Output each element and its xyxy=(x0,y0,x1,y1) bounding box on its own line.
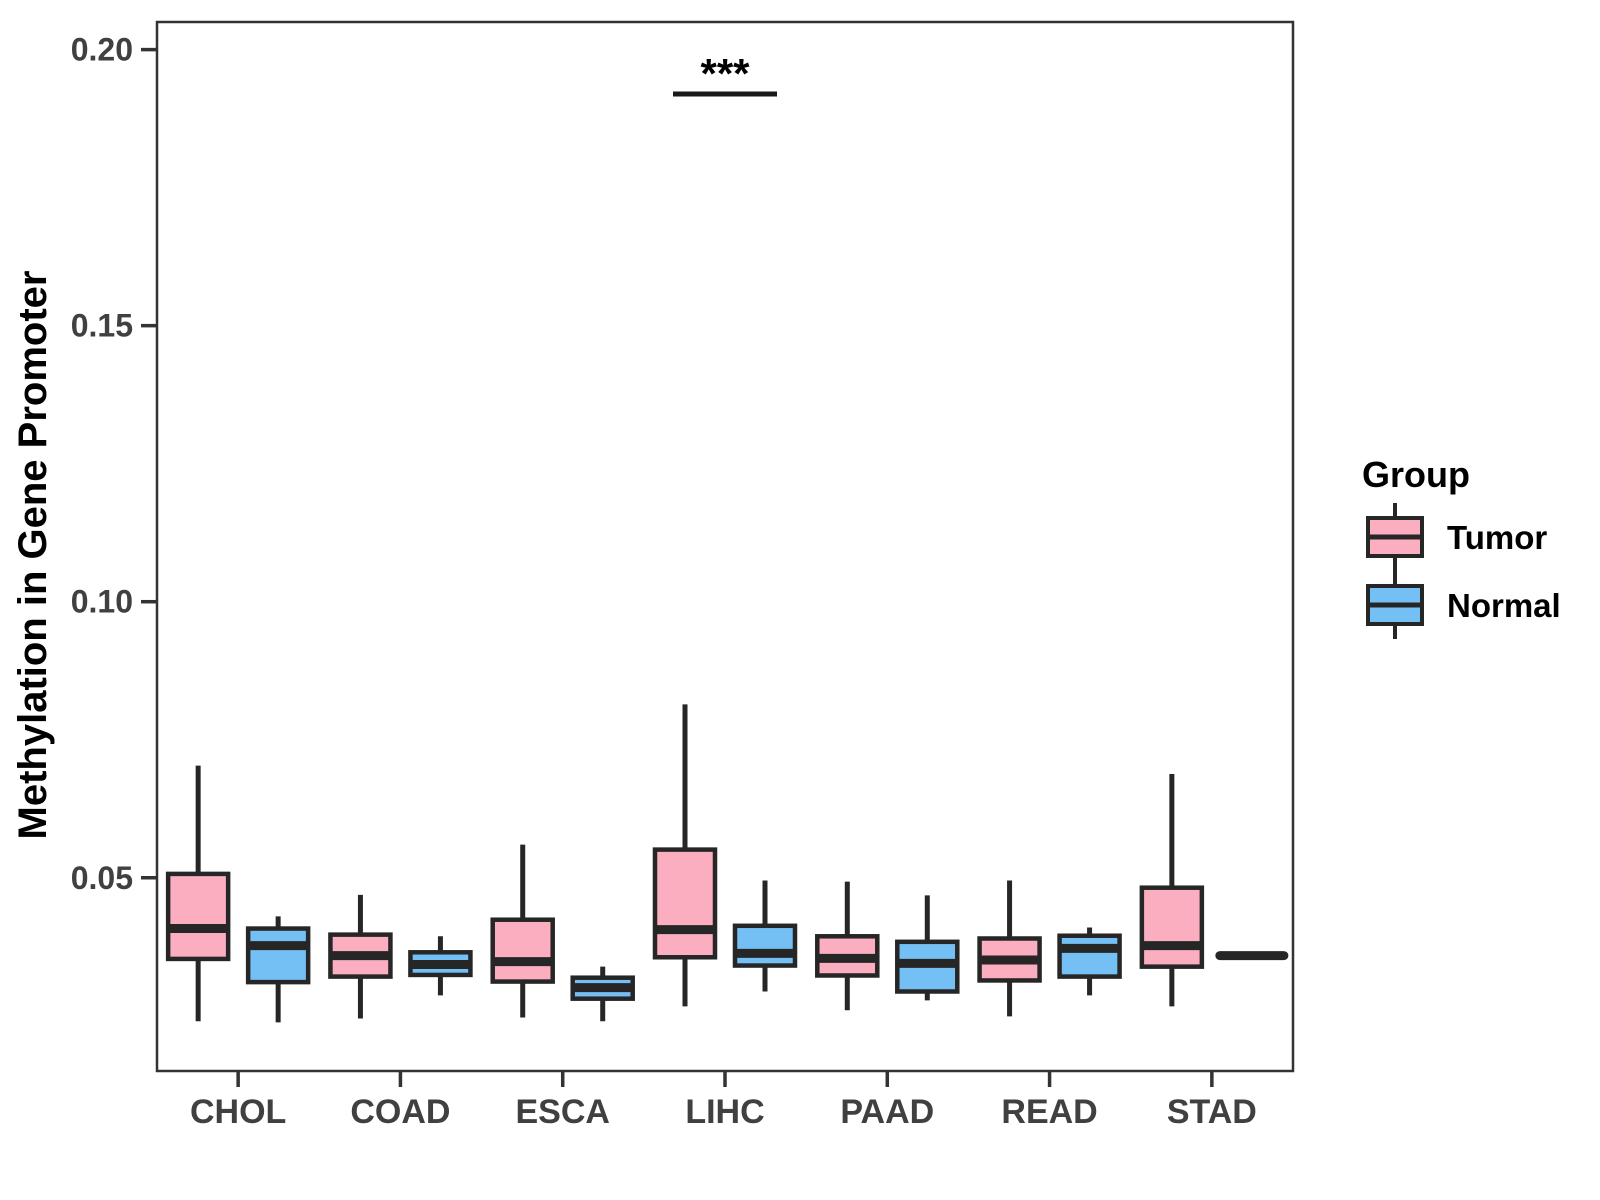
legend-title: Group xyxy=(1362,454,1470,495)
panel-border xyxy=(155,20,1295,1073)
legend-item-tumor: Tumor xyxy=(1366,503,1547,571)
y-tick-label: 0.10 xyxy=(71,584,133,620)
x-tick-label: PAAD xyxy=(840,1093,934,1131)
x-tick-label: ESCA xyxy=(515,1093,609,1131)
legend-label-normal: Normal xyxy=(1447,587,1561,624)
legend-label-tumor: Tumor xyxy=(1447,519,1547,556)
significance-stars: *** xyxy=(700,50,750,97)
legend: Group Tumor Normal xyxy=(1362,454,1561,639)
y-axis-title: Methylation in Gene Promoter xyxy=(11,271,55,840)
box-LIHC-normal xyxy=(732,923,798,968)
x-tick-label: COAD xyxy=(350,1093,450,1131)
box-ESCA-tumor xyxy=(490,917,555,984)
x-tick-label: STAD xyxy=(1167,1093,1257,1131)
legend-item-normal: Normal xyxy=(1366,571,1561,639)
box-READ-normal xyxy=(1057,933,1122,979)
plot-panel: 0.05 0.10 0.15 0.20 CHOL COAD ESCA LIHC PAAD READ… xyxy=(71,20,1295,1131)
box-CHOL-tumor xyxy=(165,871,231,962)
y-tick-label: 0.05 xyxy=(71,860,133,896)
box-LIHC-tumor xyxy=(652,847,718,960)
box-CHOL-normal xyxy=(245,926,311,985)
x-tick-label: LIHC xyxy=(685,1093,764,1131)
y-tick-label: 0.20 xyxy=(71,32,133,68)
x-tick-label: READ xyxy=(1001,1093,1097,1131)
significance-annotation: *** xyxy=(673,50,777,97)
x-tick-label: CHOL xyxy=(190,1093,286,1131)
box-STAD-tumor xyxy=(1139,885,1205,969)
y-tick-label: 0.15 xyxy=(71,308,133,344)
